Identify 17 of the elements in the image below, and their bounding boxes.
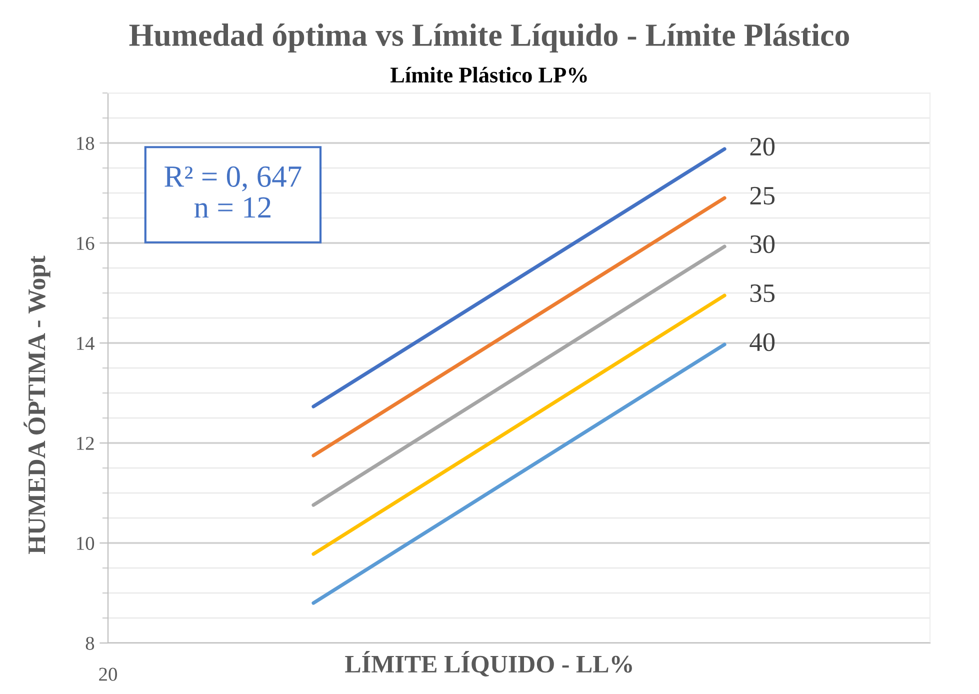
y-tick-label: 12: [77, 436, 94, 450]
y-tick-label: 16: [77, 236, 94, 250]
y-tick-label: 8: [86, 636, 94, 650]
y-tick-label: 10: [77, 536, 94, 550]
series-label: 40: [750, 333, 775, 352]
chart-title: Humedad óptima vs Límite Líquido - Límite Plástico: [129, 24, 850, 52]
y-axis-title: HUMEDA ÓPTIMA - Wopt: [24, 256, 50, 554]
y-tick-label: 18: [77, 136, 94, 150]
series-label: 20: [750, 138, 775, 156]
annotation: R² = 0, 647 n = 12: [164, 166, 302, 218]
y-tick-label: 14: [77, 336, 94, 350]
series-label: 30: [750, 235, 775, 254]
text: 20: [99, 668, 117, 681]
x-axis-title: LÍMITE LÍQUIDO - LL%: [345, 651, 632, 676]
chart-subtitle: Límite Plástico LP%: [390, 66, 587, 83]
series-label: 35: [750, 284, 775, 302]
series-label: 25: [750, 186, 775, 205]
